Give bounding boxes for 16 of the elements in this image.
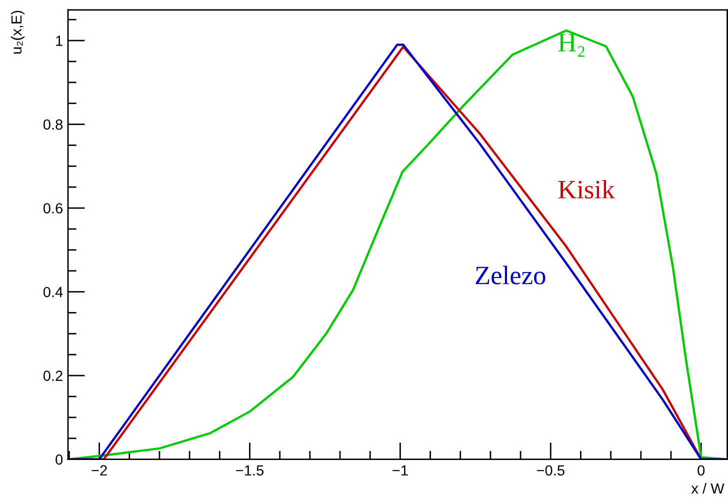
series-label: H₂ [558, 34, 584, 57]
x-tick-label: −2 [92, 465, 107, 476]
y-axis-title: u₂(x,E) [10, 10, 25, 54]
y-tick-label: 0 [56, 454, 63, 465]
x-tick-label: −1.5 [236, 465, 264, 476]
y-tick-label: 1 [56, 36, 62, 46]
y-tick-label: 0.8 [43, 119, 62, 130]
x-tick-label: −0.5 [536, 465, 564, 476]
y-tick-label: 0.2 [43, 370, 62, 381]
y-tick-label: 0.4 [43, 286, 63, 298]
x-tick-label: 0 [698, 465, 705, 476]
x-axis-title: x / W [691, 482, 724, 494]
series-label: Kisik [558, 180, 615, 199]
y-tick-label: 0.6 [43, 203, 62, 214]
x-tick-label: −1 [392, 465, 408, 476]
series-label: Zelezo [476, 266, 546, 284]
